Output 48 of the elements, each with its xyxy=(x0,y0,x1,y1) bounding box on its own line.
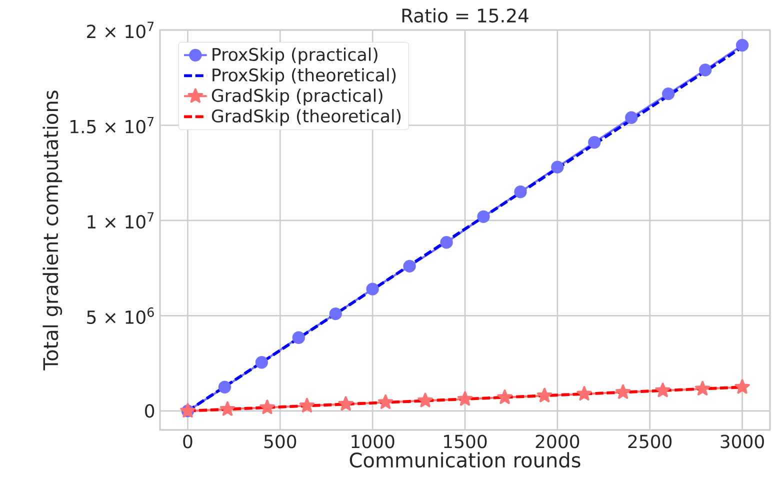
point xyxy=(403,260,416,273)
x-tick-label: 0 xyxy=(183,434,192,448)
point xyxy=(588,136,601,149)
point xyxy=(698,64,712,76)
point xyxy=(477,210,490,223)
x-tick-label: 2000 xyxy=(536,434,580,448)
point xyxy=(260,400,275,414)
y-tick-label: 1.5 × 10$^{7}$ xyxy=(70,117,154,134)
point xyxy=(694,380,710,396)
point xyxy=(220,401,236,416)
legend-label: GradSkip (practical) xyxy=(212,88,382,106)
x-tick-label: 1000 xyxy=(352,434,394,448)
y-tick-label: 5 × 10$^{6}$ xyxy=(87,307,154,324)
x-tick-label: 3000 xyxy=(720,434,764,448)
point xyxy=(378,394,394,409)
point xyxy=(551,160,564,174)
point xyxy=(255,356,268,369)
point xyxy=(418,392,433,408)
point xyxy=(615,384,631,399)
x-axis-title: Communication rounds xyxy=(350,452,580,468)
point xyxy=(655,382,670,398)
x-tick-label: 500 xyxy=(264,434,296,448)
point xyxy=(625,111,638,124)
legend-label: ProxSkip (practical) xyxy=(212,48,378,64)
point xyxy=(662,87,675,100)
point xyxy=(736,38,749,52)
point xyxy=(299,398,315,412)
y-axis-title: Total gradient computations xyxy=(42,90,62,370)
point xyxy=(576,386,592,401)
x-tick-label: 2500 xyxy=(628,434,672,448)
point xyxy=(536,388,552,402)
y-tick-label: 1 × 10$^{7}$ xyxy=(88,212,154,229)
point xyxy=(218,380,232,394)
point xyxy=(734,379,750,394)
y-tick-label: 0 xyxy=(145,404,154,418)
point xyxy=(338,396,354,411)
chart-title: Ratio = 15.24 xyxy=(402,8,528,23)
point xyxy=(329,307,342,320)
legend-label: ProxSkip (theoretical) xyxy=(212,68,396,85)
point xyxy=(514,186,527,198)
y-tick-label: 2 × 10$^{7}$ xyxy=(87,22,154,38)
point xyxy=(457,391,473,406)
point xyxy=(440,236,453,249)
point xyxy=(497,389,512,404)
point xyxy=(292,331,305,344)
legend-label: GradSkip (theoretical) xyxy=(212,109,401,126)
x-tick-label: 1500 xyxy=(444,434,487,448)
point xyxy=(366,282,379,296)
